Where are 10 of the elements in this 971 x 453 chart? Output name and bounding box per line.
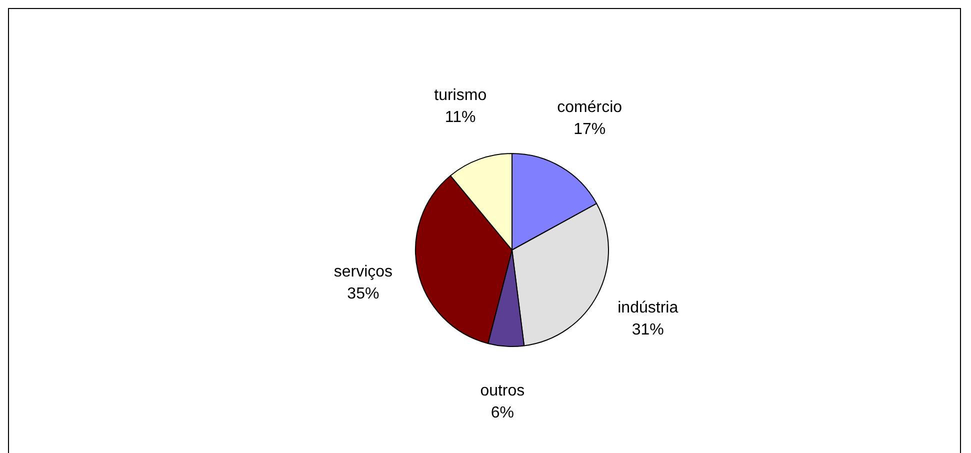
data-label: 35% xyxy=(347,286,380,303)
slice-label: indústria xyxy=(618,300,678,317)
slice-label: turismo xyxy=(434,86,487,104)
data-label: 6% xyxy=(490,404,514,422)
data-label: 31% xyxy=(632,322,664,339)
slice-label: comércio xyxy=(557,99,622,116)
slice-label: outros xyxy=(480,382,525,400)
slice-label: serviços xyxy=(334,264,393,281)
data-label: 17% xyxy=(574,121,606,138)
data-label: 11% xyxy=(444,108,476,126)
